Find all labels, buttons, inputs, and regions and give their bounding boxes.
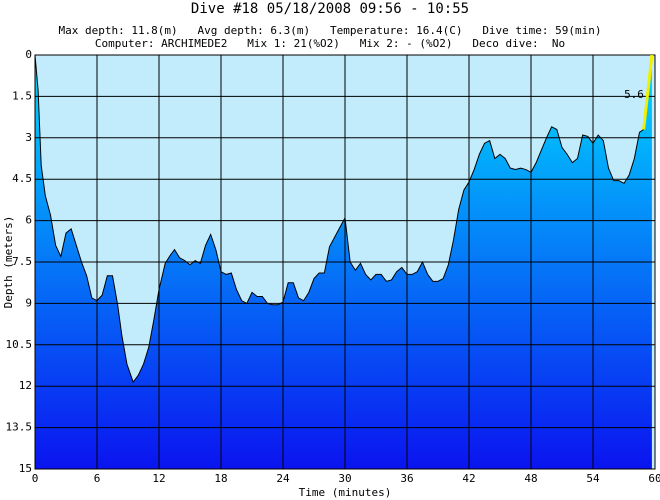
x-tick-label: 42 xyxy=(462,472,475,485)
x-tick-label: 60 xyxy=(648,472,660,485)
subtitle: Max depth: 11.8(m) Avg depth: 6.3(m) Tem… xyxy=(58,24,601,37)
x-tick-label: 30 xyxy=(338,472,351,485)
y-tick-label: 13.5 xyxy=(6,421,33,434)
y-tick-label: 7.5 xyxy=(12,255,32,268)
x-axis-label: Time (minutes) xyxy=(299,486,392,499)
subtitle: Computer: ARCHIMEDE2 Mix 1: 21(%O2) Mix … xyxy=(95,37,565,50)
x-tick-label: 36 xyxy=(400,472,413,485)
annotation: 5.6 xyxy=(624,88,644,101)
y-tick-label: 0 xyxy=(25,48,32,61)
x-tick-label: 0 xyxy=(32,472,39,485)
x-tick-label: 24 xyxy=(276,472,290,485)
series-line xyxy=(642,54,654,130)
x-tick-label: 12 xyxy=(152,472,165,485)
y-tick-label: 4.5 xyxy=(12,172,32,185)
plot-frame xyxy=(34,54,656,470)
y-tick-label: 12 xyxy=(19,379,32,392)
x-tick-label: 6 xyxy=(94,472,101,485)
y-axis-label: Depth (meters) xyxy=(2,216,15,309)
y-tick-label: 9 xyxy=(25,296,32,309)
x-tick-label: 54 xyxy=(586,472,600,485)
y-tick-label: 3 xyxy=(25,131,32,144)
y-tick-label: 6 xyxy=(25,214,32,227)
y-tick-label: 1.5 xyxy=(12,89,32,102)
y-tick-label: 15 xyxy=(19,462,32,475)
x-tick-label: 48 xyxy=(524,472,537,485)
chart-title: Dive #18 05/18/2008 09:56 - 10:55 xyxy=(191,1,469,17)
series-line xyxy=(34,54,644,384)
y-tick-label: 10.5 xyxy=(6,338,33,351)
x-tick-label: 18 xyxy=(214,472,227,485)
